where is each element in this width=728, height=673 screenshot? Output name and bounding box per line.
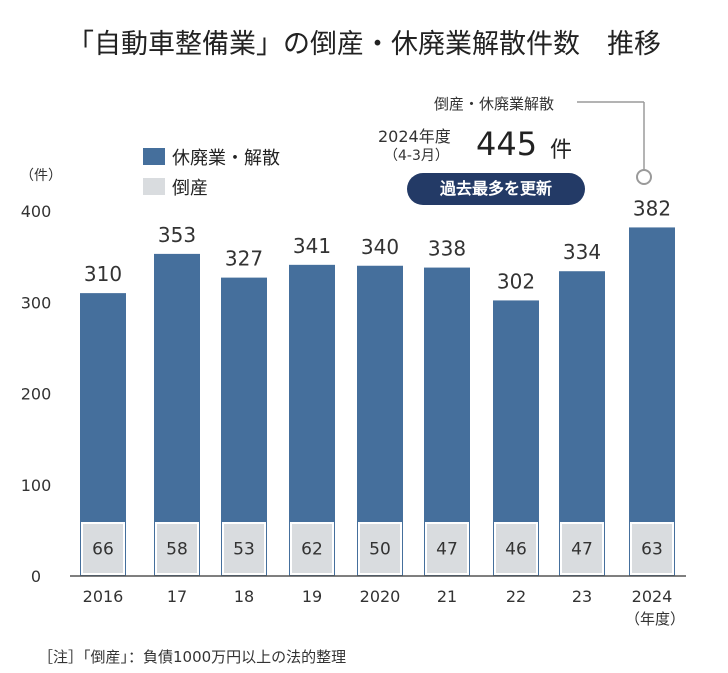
legend-swatch-closure (143, 148, 165, 165)
x-tick-label: 21 (437, 587, 457, 606)
data-label-closure: 327 (225, 247, 263, 271)
bar-bankruptcy (81, 522, 125, 575)
data-label-closure: 310 (84, 262, 122, 286)
record-unit: 件 (550, 138, 573, 163)
record-value: 445 (476, 125, 538, 163)
bar-bankruptcy (425, 522, 469, 575)
x-tick-label: 2024 (632, 587, 673, 606)
record-badge: 過去最多を更新 (407, 173, 585, 205)
x-tick-label: 23 (572, 587, 592, 606)
data-label-bankruptcy: 58 (166, 540, 188, 560)
record-period-months: （4-3月） (384, 148, 449, 164)
bar-closure (629, 227, 675, 577)
record-period-year: 2024年度 (378, 127, 451, 146)
data-label-bankruptcy: 50 (369, 540, 391, 560)
data-label-closure: 382 (633, 196, 671, 220)
legend-label-closure: 休廃業・解散 (172, 148, 280, 169)
callout-dot (636, 169, 652, 185)
bar-bankruptcy (358, 522, 402, 575)
bar-bankruptcy (494, 522, 538, 575)
data-label-closure: 334 (563, 240, 601, 264)
x-tick-label: 17 (167, 587, 187, 606)
footnote: ［注］「倒産」：負債1000万円以上の法的整理 (38, 648, 347, 666)
chart-title: 「自動車整備業」の倒産・休廃業解散件数 推移 (67, 29, 661, 60)
bar-bankruptcy (155, 522, 199, 575)
bar-bankruptcy (630, 522, 674, 575)
data-label-bankruptcy: 47 (571, 540, 593, 560)
x-tick-label: 18 (234, 587, 254, 606)
y-tick-label: 0 (31, 567, 41, 586)
x-tick-label: 19 (302, 587, 322, 606)
x-tick-label: 2016 (83, 587, 124, 606)
data-label-closure: 341 (293, 234, 331, 258)
data-label-closure: 353 (158, 223, 196, 247)
legend-label-bankruptcy: 倒産 (172, 178, 208, 199)
record-series-label: 倒産・休廃業解散 (434, 95, 555, 113)
bar-bankruptcy (290, 522, 334, 575)
data-label-closure: 302 (497, 269, 535, 293)
data-label-bankruptcy: 62 (301, 540, 323, 560)
y-tick-label: 300 (21, 293, 52, 312)
data-label-closure: 340 (361, 235, 399, 259)
x-axis-unit: （年度） (625, 610, 685, 628)
y-axis-unit: （件） (20, 168, 62, 184)
data-label-bankruptcy: 63 (641, 540, 663, 560)
bar-bankruptcy (222, 522, 266, 575)
data-label-bankruptcy: 53 (233, 540, 255, 560)
x-tick-label: 2020 (360, 587, 401, 606)
y-tick-label: 100 (21, 476, 52, 495)
bar-bankruptcy (560, 522, 604, 575)
x-tick-label: 22 (506, 587, 526, 606)
data-label-bankruptcy: 66 (92, 540, 114, 560)
legend-swatch-bankruptcy (143, 178, 165, 195)
data-label-bankruptcy: 47 (436, 540, 458, 560)
data-label-bankruptcy: 46 (505, 540, 527, 560)
y-tick-label: 200 (21, 385, 52, 404)
data-label-closure: 338 (428, 237, 466, 261)
y-tick-label: 400 (21, 202, 52, 221)
